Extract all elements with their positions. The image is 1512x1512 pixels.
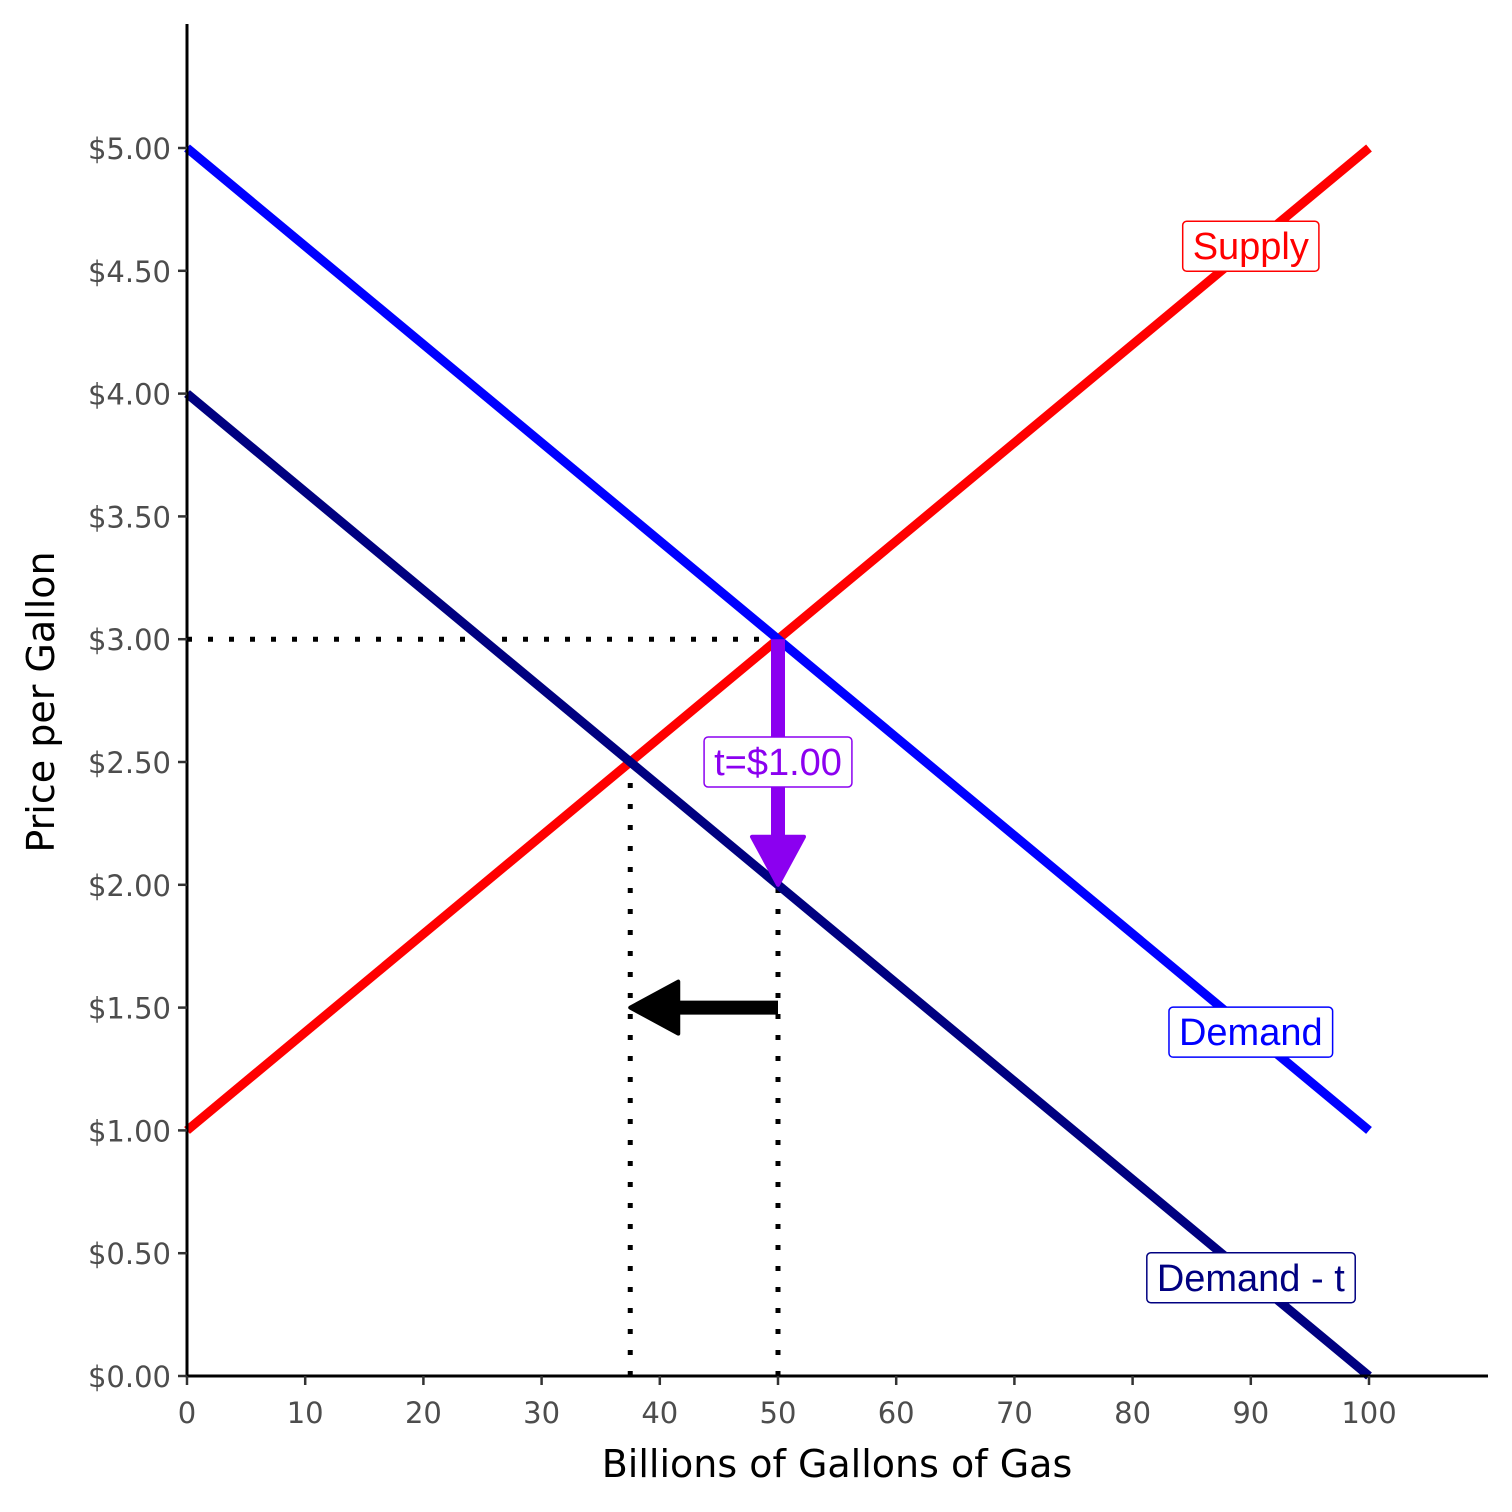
y-tick-label: $4.50 bbox=[88, 255, 171, 289]
tax-arrow-head bbox=[750, 834, 806, 887]
x-tick-label: 100 bbox=[1341, 1396, 1396, 1430]
x-tick-label: 50 bbox=[760, 1396, 797, 1430]
axes bbox=[185, 24, 1488, 1378]
demand-t-label-text: Demand - t bbox=[1157, 1258, 1345, 1300]
t-1-00-label: t=$1.00 bbox=[703, 736, 853, 788]
x-tick-label: 40 bbox=[641, 1396, 678, 1430]
x-tick-label: 0 bbox=[178, 1396, 196, 1430]
y-tick-label: $3.50 bbox=[88, 500, 171, 534]
y-tick-label: $3.00 bbox=[88, 623, 171, 657]
y-tick-label: $1.00 bbox=[88, 1114, 171, 1148]
x-tick-label: 30 bbox=[523, 1396, 560, 1430]
x-tick-label: 80 bbox=[1114, 1396, 1151, 1430]
demand-label-box bbox=[1168, 1006, 1334, 1058]
supply-label-box bbox=[1181, 220, 1320, 272]
ticks: 0 10 20 30 40 50 60 70 80 90 100 $0.00 $0.50 $1.00 $1.… bbox=[88, 132, 1397, 1430]
x-tick-label: 60 bbox=[878, 1396, 915, 1430]
quantity-shift-arrow-head bbox=[628, 979, 681, 1036]
y-tick-label: $5.00 bbox=[88, 132, 171, 166]
supply-label-text: Supply bbox=[1193, 226, 1309, 268]
y-tick-label: $2.00 bbox=[88, 869, 171, 903]
y-tick-label: $4.00 bbox=[88, 378, 171, 412]
supply-label: Supply bbox=[1181, 220, 1320, 272]
x-tick-label: 20 bbox=[405, 1396, 442, 1430]
y-tick-label: $0.50 bbox=[88, 1237, 171, 1271]
x-tick-label: 10 bbox=[287, 1396, 324, 1430]
demand-label: Demand bbox=[1168, 1006, 1334, 1058]
x-tick-label: 70 bbox=[996, 1396, 1033, 1430]
y-axis-title: Price per Gallon bbox=[19, 551, 63, 852]
x-axis-title: Billions of Gallons of Gas bbox=[602, 1442, 1073, 1486]
y-tick-label: $2.50 bbox=[88, 746, 171, 780]
demand-label-text: Demand bbox=[1179, 1012, 1323, 1054]
y-tick-label: $0.00 bbox=[88, 1360, 171, 1394]
y-tick-label: $1.50 bbox=[88, 992, 171, 1026]
demand-t-label: Demand - t bbox=[1146, 1252, 1356, 1304]
demand-t-label-box bbox=[1146, 1252, 1356, 1304]
t-1-00-label-text: t=$1.00 bbox=[714, 742, 842, 784]
t-1-00-label-box bbox=[703, 736, 853, 788]
x-tick-label: 90 bbox=[1232, 1396, 1269, 1430]
curve-labels: Supply Demand Demand - t t=$1.00 bbox=[703, 220, 1356, 1304]
